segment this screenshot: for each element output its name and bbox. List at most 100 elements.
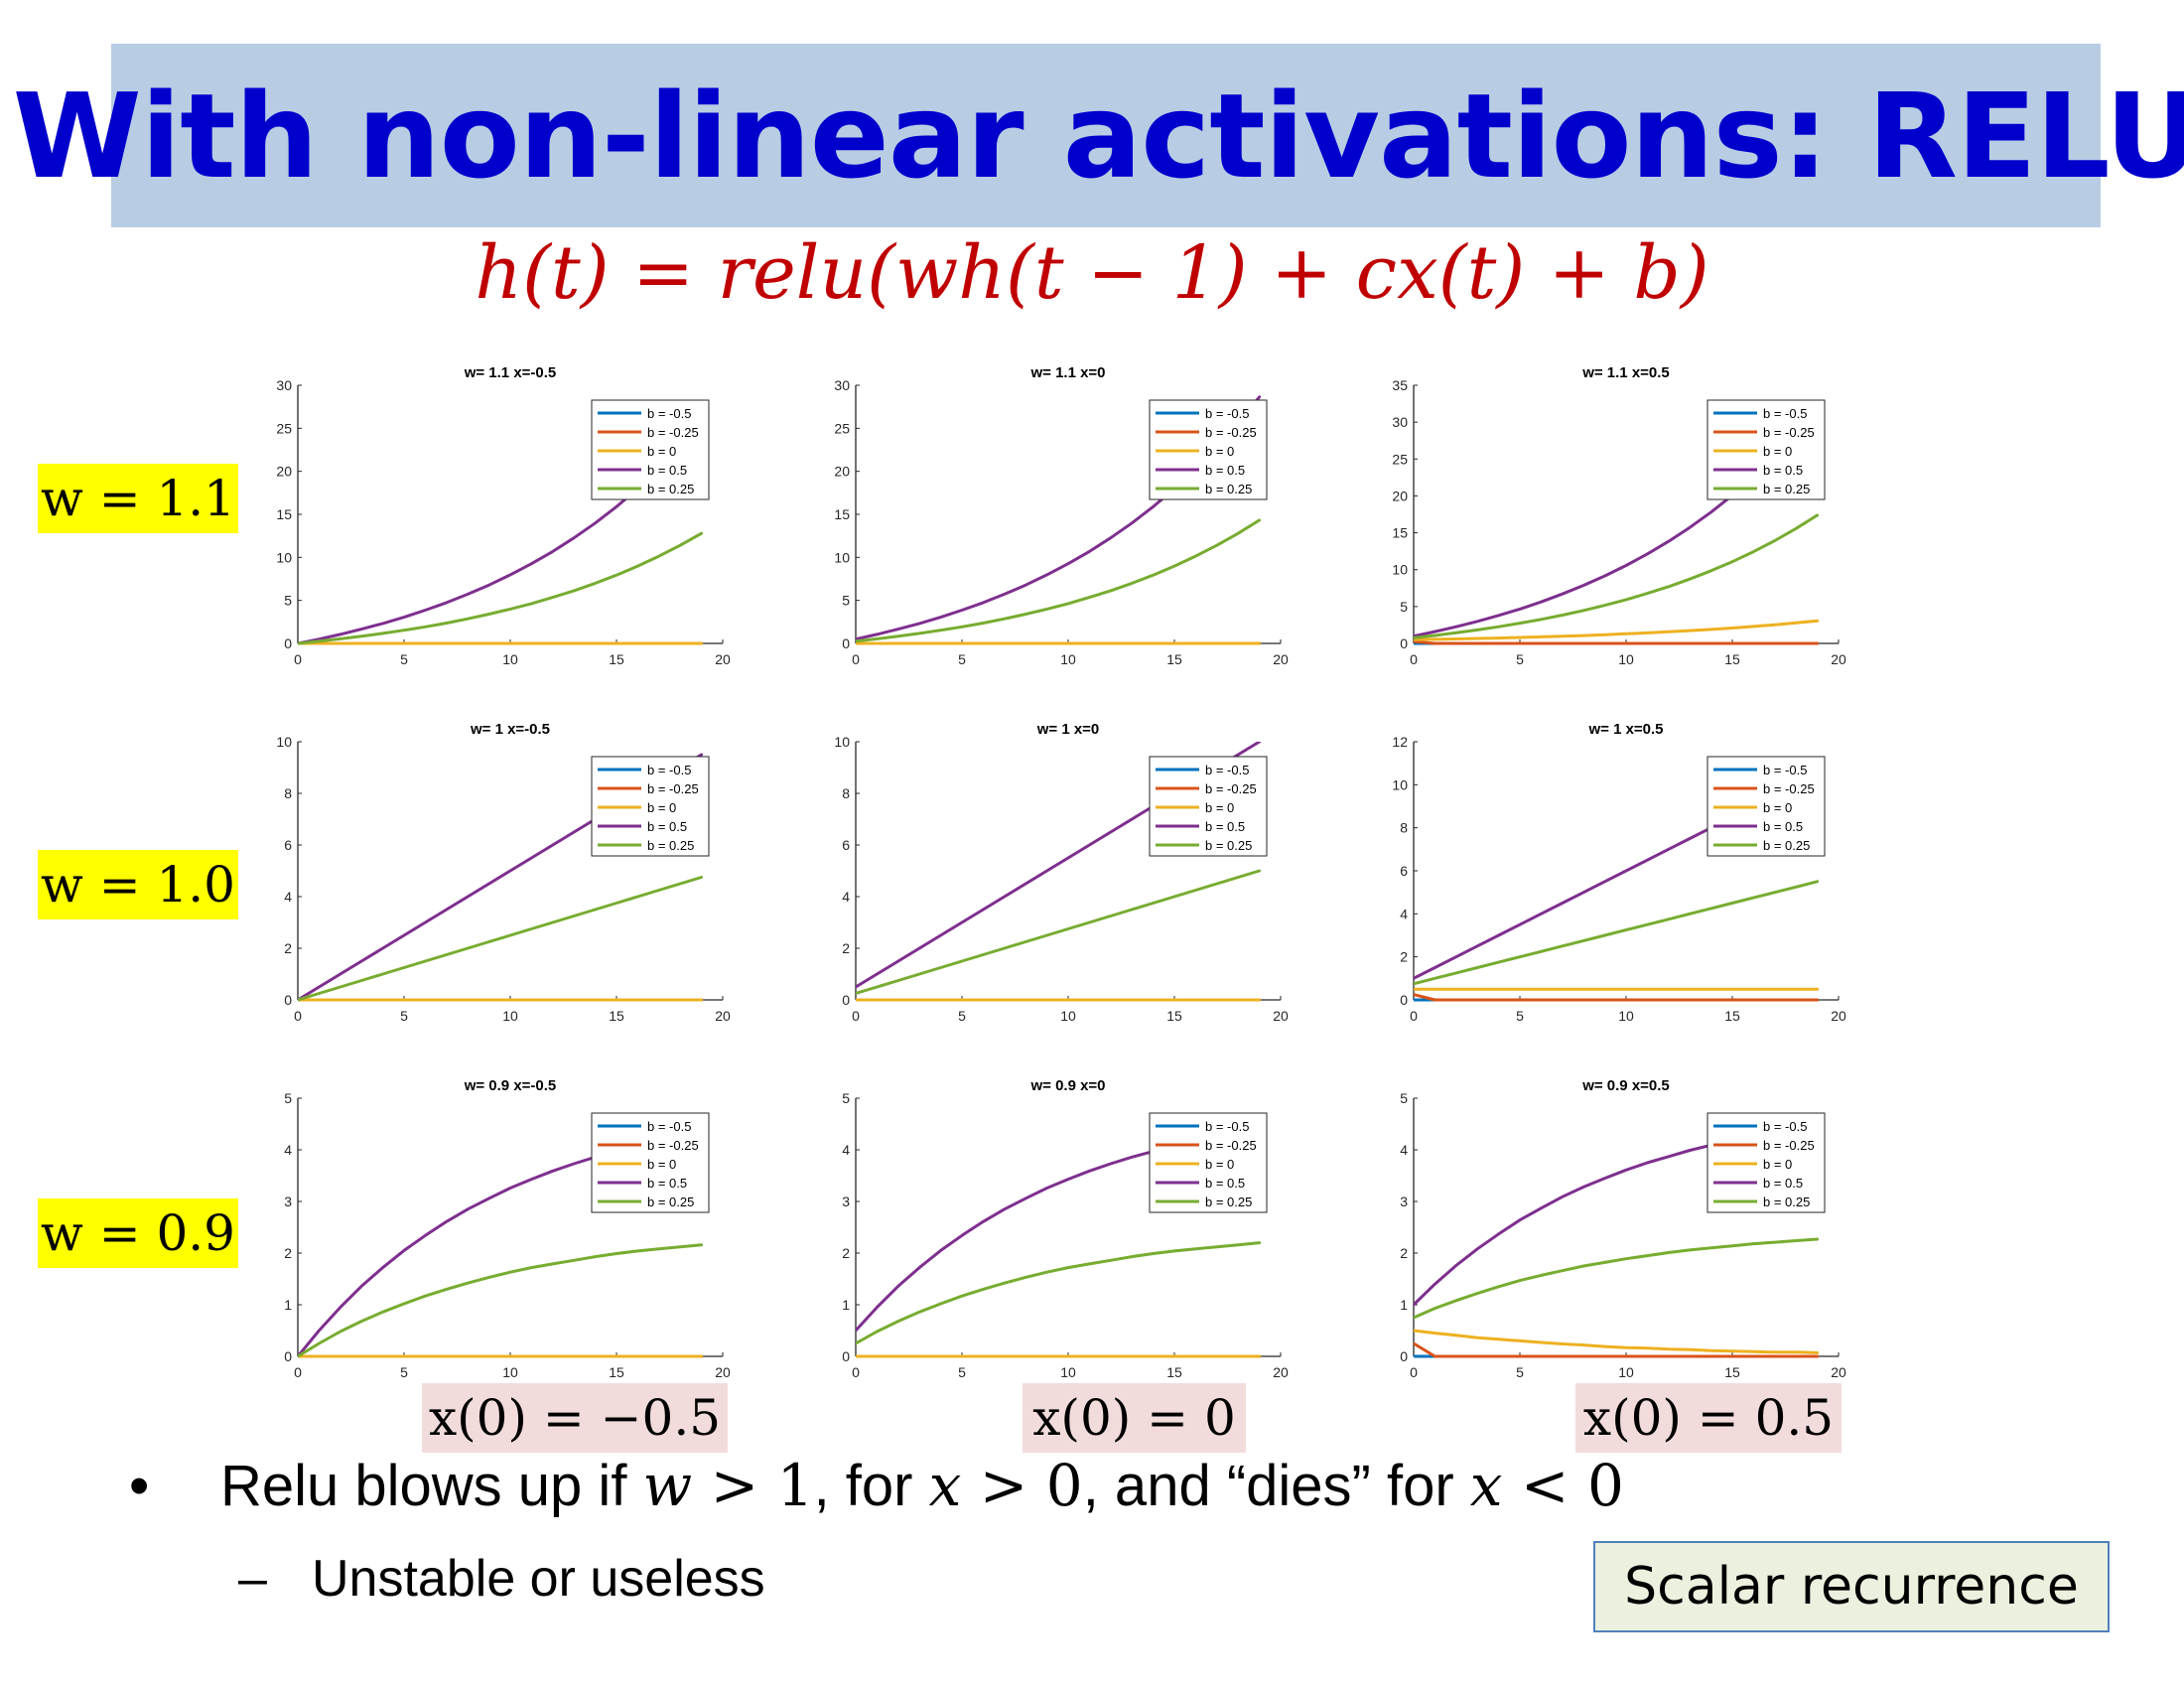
x-tick-label: 0 (294, 1008, 302, 1024)
y-tick-label: 30 (1392, 414, 1408, 430)
legend-entry: b = 0.25 (647, 838, 694, 853)
series-group (1414, 407, 1820, 645)
y-tick-label: 25 (276, 420, 292, 436)
legend-entry: b = 0.5 (1763, 1176, 1803, 1191)
slide-title: With non-linear activations: RELU (12, 67, 2184, 205)
chart-panel: 0 5 10 15 20 0 5 10 15 20 25 30 w= 1.1 x=0 b = -0.5 b … (834, 364, 1289, 667)
x-tick-label: 5 (958, 1364, 966, 1380)
y-tick-label: 3 (284, 1194, 292, 1209)
legend-entry: b = 0 (1763, 444, 1792, 459)
legend-entry: b = -0.25 (1205, 781, 1257, 796)
y-tick-label: 20 (276, 464, 292, 480)
y-tick-label: 4 (284, 1142, 292, 1158)
chart-panel: 0 5 10 15 20 0 5 10 15 20 25 30 w= 1.1 x=-0.5 b = -0.… (276, 364, 731, 667)
x-tick-label: 5 (400, 1364, 408, 1380)
y-tick-label: 6 (284, 837, 292, 853)
legend-entry: b = 0.25 (1205, 1195, 1252, 1209)
x-tick-label: 10 (1060, 1008, 1076, 1024)
chart-title: w= 0.9 x=-0.5 (464, 1077, 557, 1094)
y-tick-label: 8 (842, 785, 850, 801)
y-tick-label: 0 (284, 635, 292, 651)
legend-entry: b = 0.25 (647, 482, 694, 496)
legend-entry: b = 0.5 (1763, 463, 1803, 478)
legend-entry: b = 0.5 (1205, 819, 1245, 834)
legend-entry: b = -0.25 (1763, 425, 1815, 440)
x-tick-label: 0 (852, 651, 860, 667)
legend-entry: b = -0.25 (1205, 425, 1257, 440)
y-tick-label: 5 (1400, 1090, 1408, 1106)
chart-panel: 0 5 10 15 20 0 2 4 6 8 10 w= 1 x=-0.5 b = -0.5 b = -0… (276, 721, 731, 1024)
legend-entry: b = -0.5 (1205, 763, 1249, 777)
legend-entry: b = 0.25 (1763, 482, 1810, 496)
legend-entry: b = -0.5 (1763, 763, 1807, 777)
y-tick-label: 10 (1392, 776, 1408, 792)
legend-entry: b = -0.25 (647, 1138, 699, 1153)
x-tick-label: 5 (400, 1008, 408, 1024)
y-tick-label: 30 (834, 377, 850, 393)
row-label-w-1-0: w = 1.0 (38, 850, 238, 919)
x-tick-label: 5 (958, 651, 966, 667)
chart-title: w= 1.1 x=0 (1029, 364, 1105, 381)
x-tick-label: 10 (1618, 1364, 1634, 1380)
x-tick-label: 0 (852, 1364, 860, 1380)
col-label-x-neg-0-5: x(0) = −0.5 (422, 1383, 728, 1453)
y-tick-label: 15 (276, 506, 292, 522)
y-tick-label: 0 (842, 635, 850, 651)
legend-entry: b = 0 (1763, 800, 1792, 815)
legend-entry: b = 0.25 (1763, 1195, 1810, 1209)
y-tick-label: 35 (1392, 377, 1408, 393)
y-tick-label: 2 (284, 1245, 292, 1261)
x-tick-label: 15 (609, 1008, 624, 1024)
legend-entry: b = -0.5 (1763, 406, 1807, 421)
chart-title: w= 1 x=0.5 (1587, 721, 1663, 738)
y-tick-label: 10 (834, 734, 850, 750)
legend-entry: b = 0 (1763, 1157, 1792, 1172)
chart-title: w= 1 x=-0.5 (470, 721, 550, 738)
legend-entry: b = 0.5 (647, 819, 687, 834)
series-line (1414, 639, 1820, 645)
y-tick-label: 15 (1392, 525, 1408, 541)
legend-entry: b = -0.25 (1763, 1138, 1815, 1153)
series-line (1414, 513, 1820, 639)
legend-entry: b = 0 (647, 444, 676, 459)
bullet-dash: – (238, 1550, 267, 1608)
y-tick-label: 0 (1400, 992, 1408, 1008)
y-tick-label: 6 (1400, 863, 1408, 879)
bullet-blows-up: • Relu blows up if w > 1, for x > 0, and … (129, 1452, 1624, 1519)
x-tick-label: 0 (852, 1008, 860, 1024)
y-tick-label: 25 (1392, 451, 1408, 467)
chart-title: w= 1.1 x=0.5 (1581, 364, 1670, 381)
y-tick-label: 2 (284, 940, 292, 956)
y-tick-label: 2 (842, 1245, 850, 1261)
legend-entry: b = -0.5 (1763, 1119, 1807, 1134)
x-tick-label: 20 (1273, 651, 1289, 667)
x-tick-label: 5 (1516, 1008, 1524, 1024)
series-line (856, 1241, 1262, 1345)
legend-entry: b = -0.5 (1205, 406, 1249, 421)
chart-panel: 0 5 10 15 20 0 1 2 3 4 5 w= 0.9 x=0 b = -0.5 b = -0.2… (842, 1077, 1289, 1380)
legend-entry: b = 0.25 (1763, 838, 1810, 853)
y-tick-label: 25 (834, 420, 850, 436)
y-tick-label: 2 (842, 940, 850, 956)
x-tick-label: 5 (1516, 1364, 1524, 1380)
series-line (298, 1243, 704, 1358)
y-tick-label: 10 (276, 549, 292, 565)
legend-entry: b = 0.5 (647, 463, 687, 478)
title-banner (111, 44, 2101, 227)
x-tick-label: 5 (958, 1008, 966, 1024)
series-group (1414, 773, 1820, 1002)
y-tick-label: 1 (284, 1297, 292, 1313)
legend-entry: b = 0 (647, 800, 676, 815)
legend-entry: b = -0.5 (647, 1119, 691, 1134)
y-tick-label: 10 (276, 734, 292, 750)
y-tick-label: 15 (834, 506, 850, 522)
series-line (1414, 1329, 1820, 1354)
y-tick-label: 1 (842, 1297, 850, 1313)
y-tick-label: 6 (842, 837, 850, 853)
legend-entry: b = 0 (1205, 800, 1234, 815)
chart-panel: 0 5 10 15 20 0 1 2 3 4 5 w= 0.9 x=-0.5 b = -0.5 b = -… (284, 1077, 731, 1380)
row-label-w-0-9: w = 0.9 (38, 1198, 238, 1268)
x-tick-label: 20 (1831, 1364, 1846, 1380)
x-tick-label: 0 (294, 1364, 302, 1380)
x-tick-label: 15 (1724, 1008, 1740, 1024)
